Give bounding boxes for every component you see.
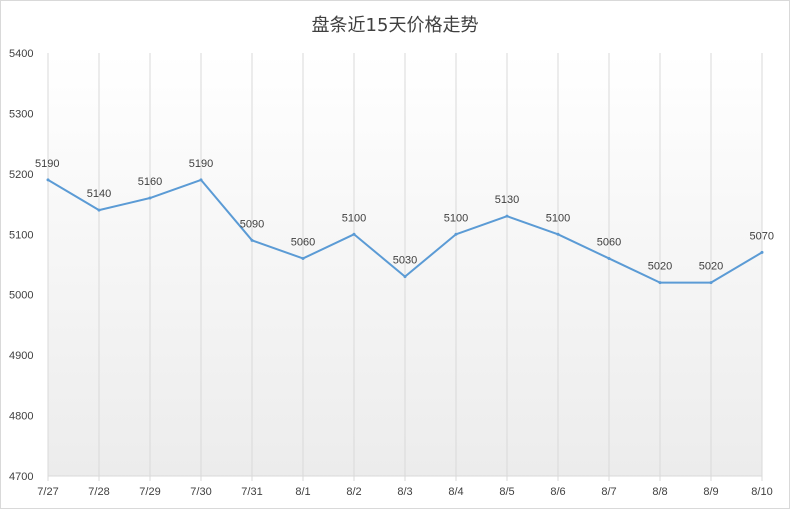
data-label: 5100 xyxy=(444,212,468,224)
x-tick-label: 8/4 xyxy=(448,486,463,498)
x-tick-label: 7/31 xyxy=(241,486,262,498)
data-label: 5190 xyxy=(35,158,59,170)
x-tick-label: 7/27 xyxy=(37,486,58,498)
data-point xyxy=(454,232,458,236)
data-point xyxy=(250,238,254,242)
data-label: 5140 xyxy=(87,188,111,200)
y-tick-label: 4900 xyxy=(9,350,33,362)
data-point xyxy=(352,232,356,236)
x-tick-label: 7/30 xyxy=(190,486,211,498)
y-tick-label: 5200 xyxy=(9,169,33,181)
data-point xyxy=(556,232,560,236)
x-tick-label: 8/9 xyxy=(703,486,718,498)
data-label: 5060 xyxy=(597,236,621,248)
data-label: 5130 xyxy=(495,194,519,206)
data-point xyxy=(97,208,101,212)
data-label: 5070 xyxy=(750,230,774,242)
data-point xyxy=(505,214,509,218)
x-tick-label: 7/29 xyxy=(139,486,160,498)
data-label: 5190 xyxy=(189,158,213,170)
data-point xyxy=(709,281,713,285)
chart-title: 盘条近15天价格走势 xyxy=(311,15,479,36)
data-label: 5060 xyxy=(291,236,315,248)
data-label: 5020 xyxy=(699,261,723,273)
x-tick-label: 8/5 xyxy=(499,486,514,498)
x-tick-label: 8/7 xyxy=(601,486,616,498)
x-tick-label: 8/8 xyxy=(652,486,667,498)
data-label: 5090 xyxy=(240,218,264,230)
data-label: 5030 xyxy=(393,255,417,267)
y-tick-label: 4700 xyxy=(9,471,33,483)
data-point xyxy=(46,178,50,182)
y-tick-label: 4800 xyxy=(9,411,33,423)
y-tick-label: 5400 xyxy=(9,48,33,60)
data-label: 5100 xyxy=(546,212,570,224)
y-tick-label: 5100 xyxy=(9,229,33,241)
x-tick-label: 8/10 xyxy=(751,486,772,498)
data-point xyxy=(403,275,407,279)
data-point xyxy=(760,250,764,254)
x-tick-label: 8/2 xyxy=(346,486,361,498)
data-label: 5020 xyxy=(648,261,672,273)
x-tick-label: 7/28 xyxy=(88,486,109,498)
data-label: 5100 xyxy=(342,212,366,224)
data-point xyxy=(301,256,305,260)
data-point xyxy=(199,178,203,182)
y-tick-label: 5000 xyxy=(9,290,33,302)
data-point xyxy=(658,281,662,285)
y-tick-label: 5300 xyxy=(9,108,33,120)
data-point xyxy=(607,256,611,260)
x-tick-label: 8/3 xyxy=(397,486,412,498)
data-point xyxy=(148,196,152,200)
x-tick-label: 8/1 xyxy=(295,486,310,498)
data-label: 5160 xyxy=(138,176,162,188)
x-tick-label: 8/6 xyxy=(550,486,565,498)
